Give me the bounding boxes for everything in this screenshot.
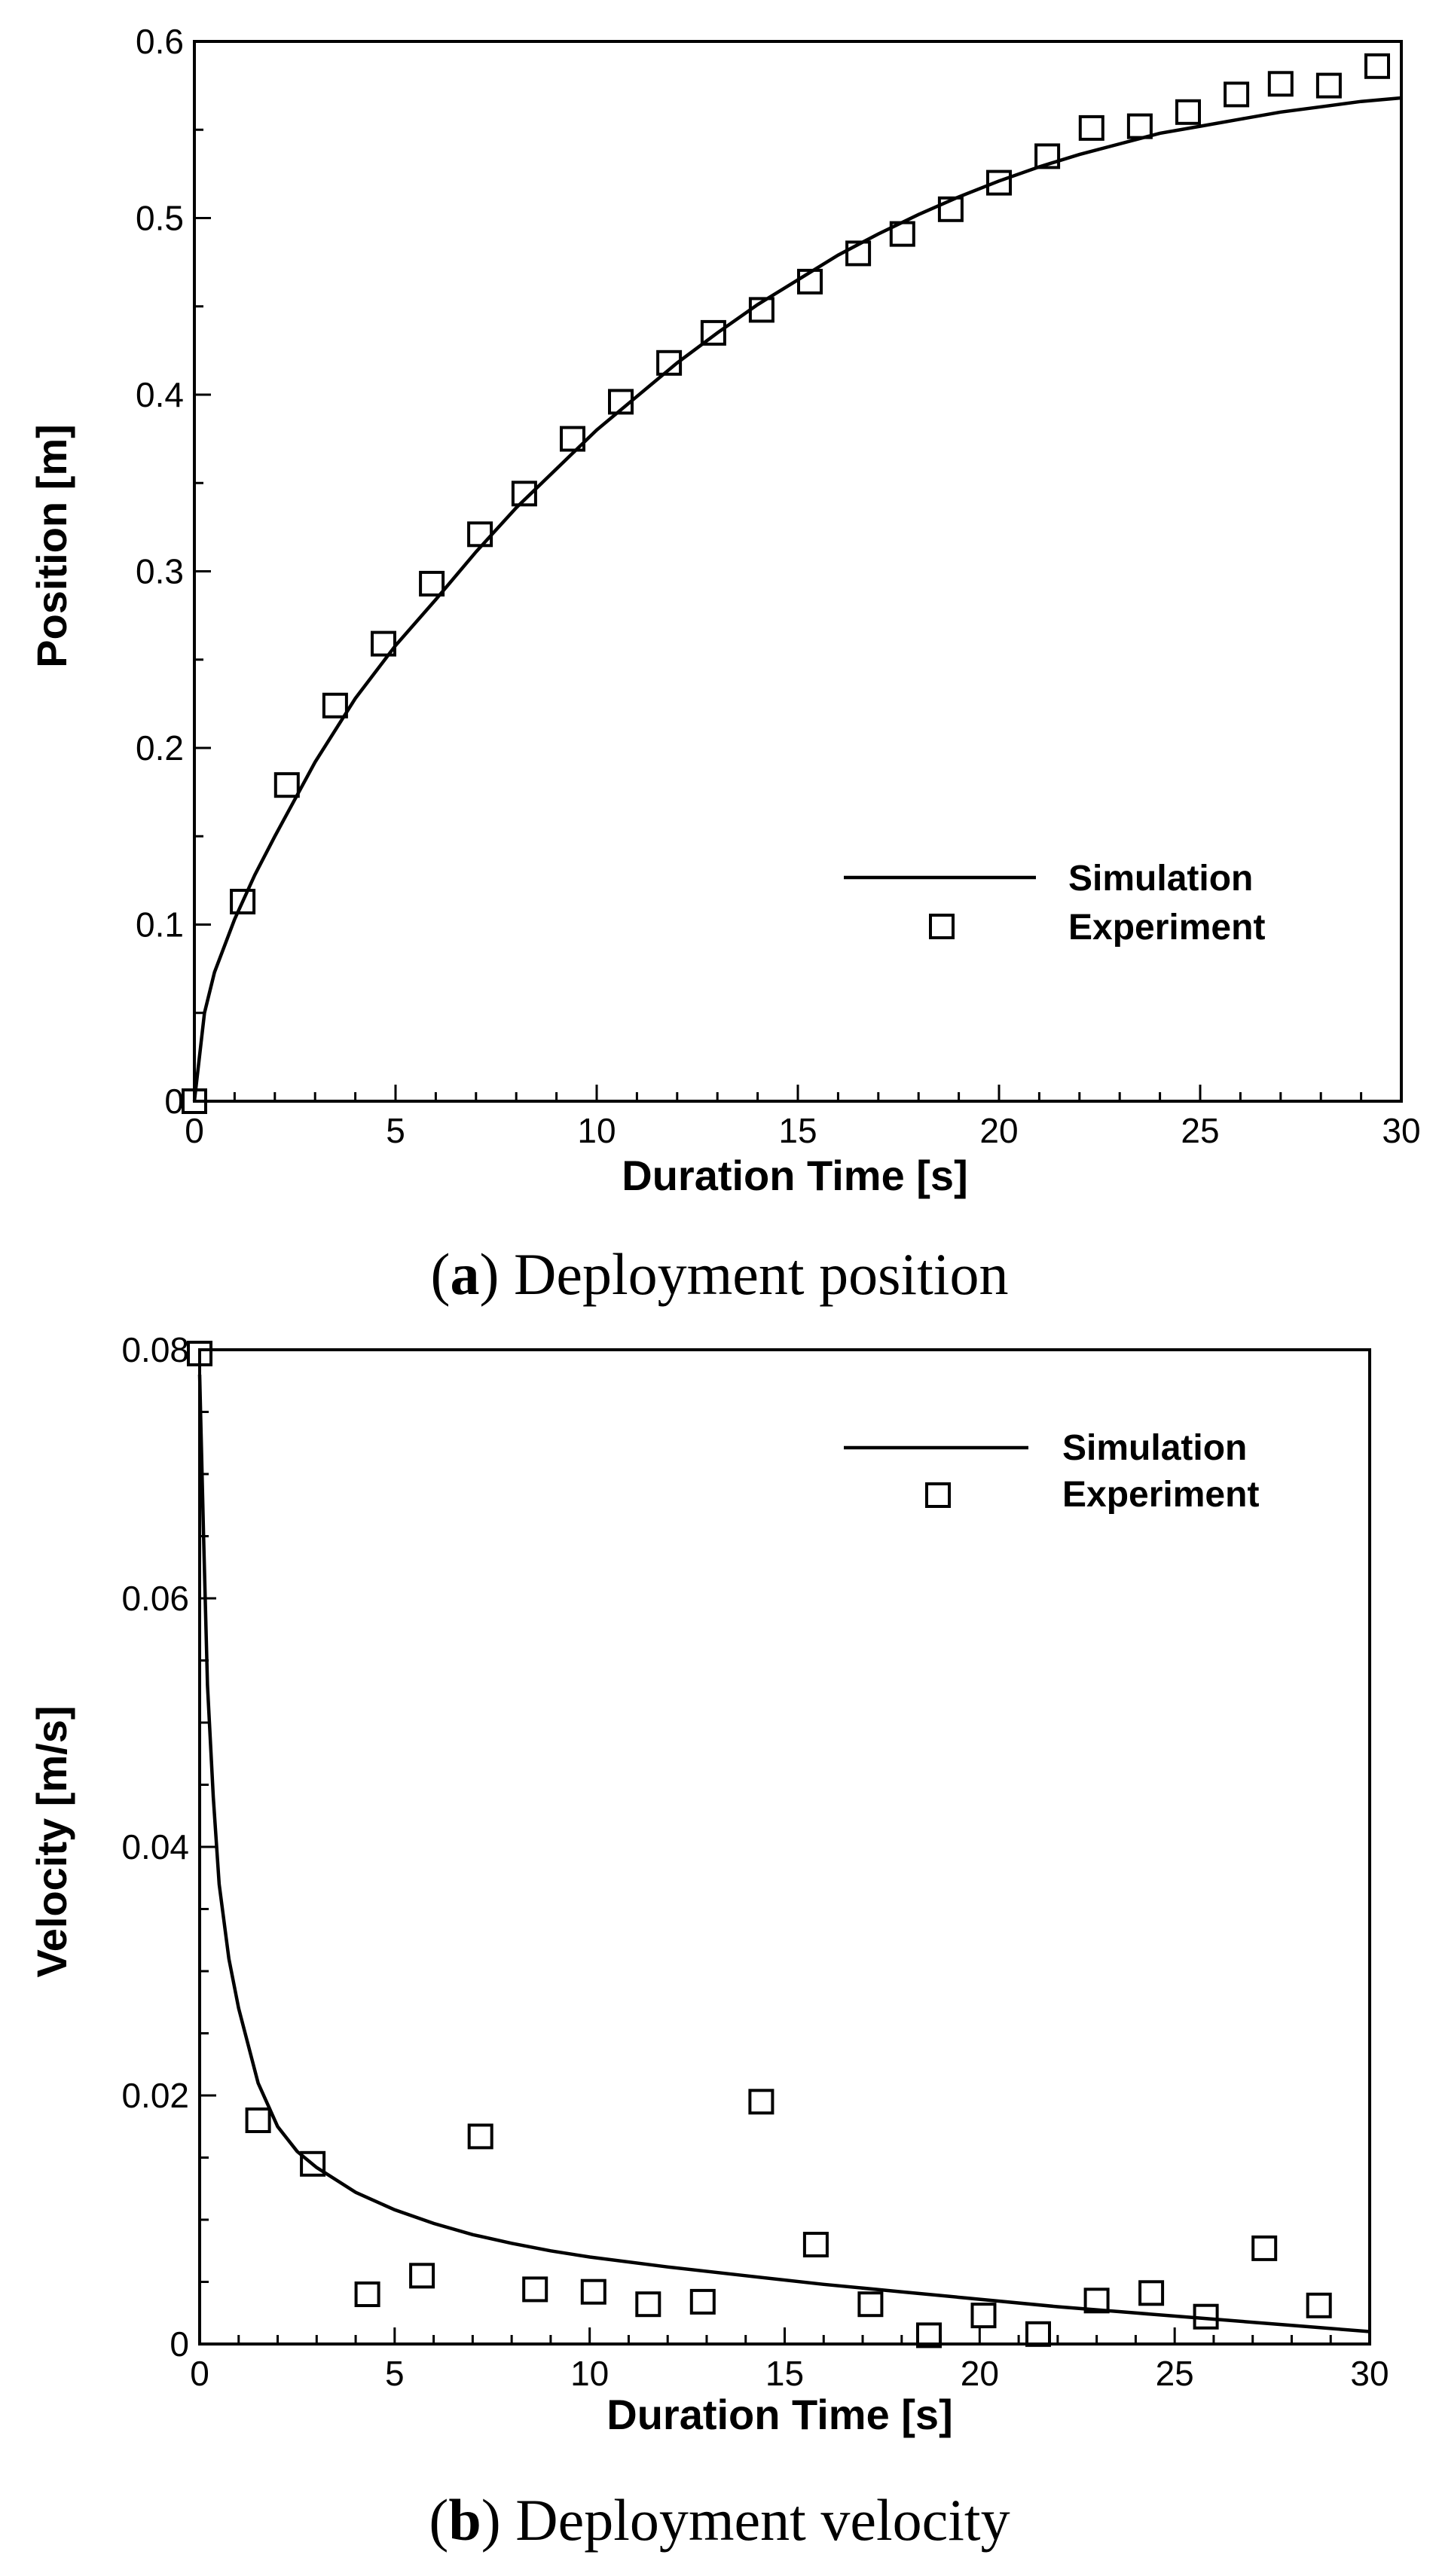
position-experiment-marker [1267, 71, 1294, 97]
position-y-tick-label: 0 [164, 1082, 184, 1121]
velocity-chart-x-axis-title: Duration Time [s] [606, 2391, 952, 2438]
caption-text: Deployment velocity [515, 2487, 1010, 2553]
velocity-y-tick-label: 0.02 [121, 2076, 189, 2115]
legend-experiment-label: Experiment [1062, 1475, 1259, 1515]
velocity-experiment-marker [1251, 2235, 1278, 2261]
velocity-chart-legend: Simulation Experiment [844, 1428, 1259, 1515]
legend-experiment-label: Experiment [1068, 908, 1265, 948]
position-experiment-marker [797, 268, 823, 295]
position-experiment-marker [1224, 81, 1250, 108]
position-chart-legend: Simulation Experiment [844, 859, 1265, 948]
position-experiment-marker [1175, 99, 1201, 125]
position-experiment-marker [322, 692, 348, 719]
position-x-tick-label: 30 [1382, 1111, 1420, 1150]
position-chart-caption: (a) Deployment position [431, 1241, 1009, 1307]
position-x-tick-label: 15 [778, 1111, 817, 1150]
velocity-experiment-marker [580, 2278, 606, 2305]
velocity-experiment-marker [354, 2281, 380, 2307]
velocity-y-tick-label: 0 [170, 2324, 189, 2364]
velocity-experiment-marker [916, 2322, 942, 2349]
position-y-tick-label: 0.2 [136, 728, 184, 768]
velocity-experiment-marker [635, 2291, 661, 2318]
position-experiment-marker [845, 240, 872, 267]
position-experiment-marker [1364, 53, 1390, 79]
position-experiment-marker [467, 521, 493, 548]
position-experiment-marker [937, 196, 964, 222]
velocity-experiment-marker [1193, 2303, 1219, 2330]
velocity-x-tick-label: 5 [385, 2354, 405, 2393]
position-y-tick-label: 0.5 [136, 199, 184, 238]
position-experiment-marker [182, 1088, 207, 1114]
position-experiment-marker [986, 169, 1012, 196]
position-experiment-marker [1034, 143, 1061, 169]
caption-text: Deployment position [514, 1241, 1008, 1307]
velocity-experiment-marker [748, 2089, 774, 2115]
position-x-tick-label: 5 [386, 1111, 405, 1150]
velocity-experiment-marker [245, 2107, 271, 2133]
caption-letter: a [451, 1241, 480, 1307]
position-experiment-marker [1078, 114, 1104, 141]
velocity-experiment-marker [1138, 2280, 1165, 2306]
velocity-simulation-curve [197, 1374, 1370, 2333]
velocity-experiment-marker [467, 2123, 493, 2150]
position-experiment-marker [511, 481, 537, 507]
position-experiment-marker [273, 772, 300, 798]
velocity-x-tick-label: 30 [1350, 2354, 1389, 2393]
velocity-y-tick-label: 0.04 [121, 1827, 189, 1866]
position-chart-x-axis-title: Duration Time [s] [622, 1152, 967, 1199]
legend-experiment-marker-swatch [925, 1482, 951, 1508]
velocity-experiment-marker [409, 2263, 435, 2289]
position-y-tick-label: 0.1 [136, 905, 184, 945]
velocity-experiment-marker [1083, 2288, 1110, 2314]
position-x-tick-label: 10 [577, 1111, 616, 1150]
velocity-experiment-marker [857, 2291, 884, 2318]
velocity-experiment-marker [970, 2303, 997, 2329]
position-experiment-marker [748, 297, 774, 323]
legend-simulation-label: Simulation [1068, 859, 1253, 899]
legend-experiment-marker-swatch [929, 914, 955, 939]
caption-letter: b [448, 2487, 481, 2553]
velocity-experiment-marker [1306, 2292, 1332, 2318]
velocity-chart: 0 5 10 15 20 25 30 0 0.02 0.04 0.06 0.08 Duration T… [28, 1330, 1389, 2553]
position-experiment-marker [419, 570, 445, 597]
velocity-experiment-marker [187, 1341, 212, 1366]
velocity-chart-y-axis-title: Velocity [m/s] [28, 1705, 75, 1977]
position-x-tick-label: 20 [979, 1111, 1018, 1150]
velocity-experiment-marker [1025, 2321, 1051, 2347]
position-chart-y-axis-title: Position [m] [28, 424, 75, 668]
position-chart: 0 5 10 15 20 25 30 0 0.1 0.2 0.3 0.4 0.5 0.6 Duration… [28, 22, 1421, 1307]
position-y-tick-label: 0.6 [136, 22, 184, 61]
legend-simulation-label: Simulation [1062, 1428, 1247, 1468]
position-experiment-marker [700, 319, 726, 346]
velocity-experiment-marker [522, 2276, 548, 2303]
velocity-experiment-marker [689, 2288, 716, 2315]
velocity-x-tick-label: 10 [570, 2354, 609, 2393]
position-experiment-marker [889, 221, 915, 247]
position-experiment-marker [560, 426, 585, 452]
velocity-y-tick-label: 0.06 [121, 1579, 189, 1618]
position-experiment-marker [656, 349, 683, 376]
position-experiment-marker [371, 630, 396, 657]
velocity-x-tick-label: 15 [765, 2354, 804, 2393]
velocity-x-tick-label: 0 [190, 2354, 209, 2393]
position-experiment-marker [608, 389, 634, 415]
position-x-tick-label: 25 [1181, 1111, 1219, 1150]
position-experiment-marker [230, 889, 256, 914]
position-experiment-marker [1315, 72, 1342, 99]
position-y-tick-label: 0.3 [136, 552, 184, 591]
position-simulation-curve [192, 96, 1402, 1102]
velocity-y-tick-label: 0.08 [121, 1330, 189, 1369]
velocity-x-tick-label: 20 [961, 2354, 999, 2393]
position-experiment-marker [1126, 113, 1153, 139]
velocity-x-tick-label: 25 [1156, 2354, 1194, 2393]
velocity-chart-caption: (b) Deployment velocity [429, 2487, 1010, 2553]
position-y-tick-label: 0.4 [136, 375, 184, 414]
velocity-experiment-marker [300, 2150, 326, 2177]
position-x-tick-label: 0 [185, 1111, 204, 1150]
velocity-experiment-marker [802, 2232, 829, 2257]
